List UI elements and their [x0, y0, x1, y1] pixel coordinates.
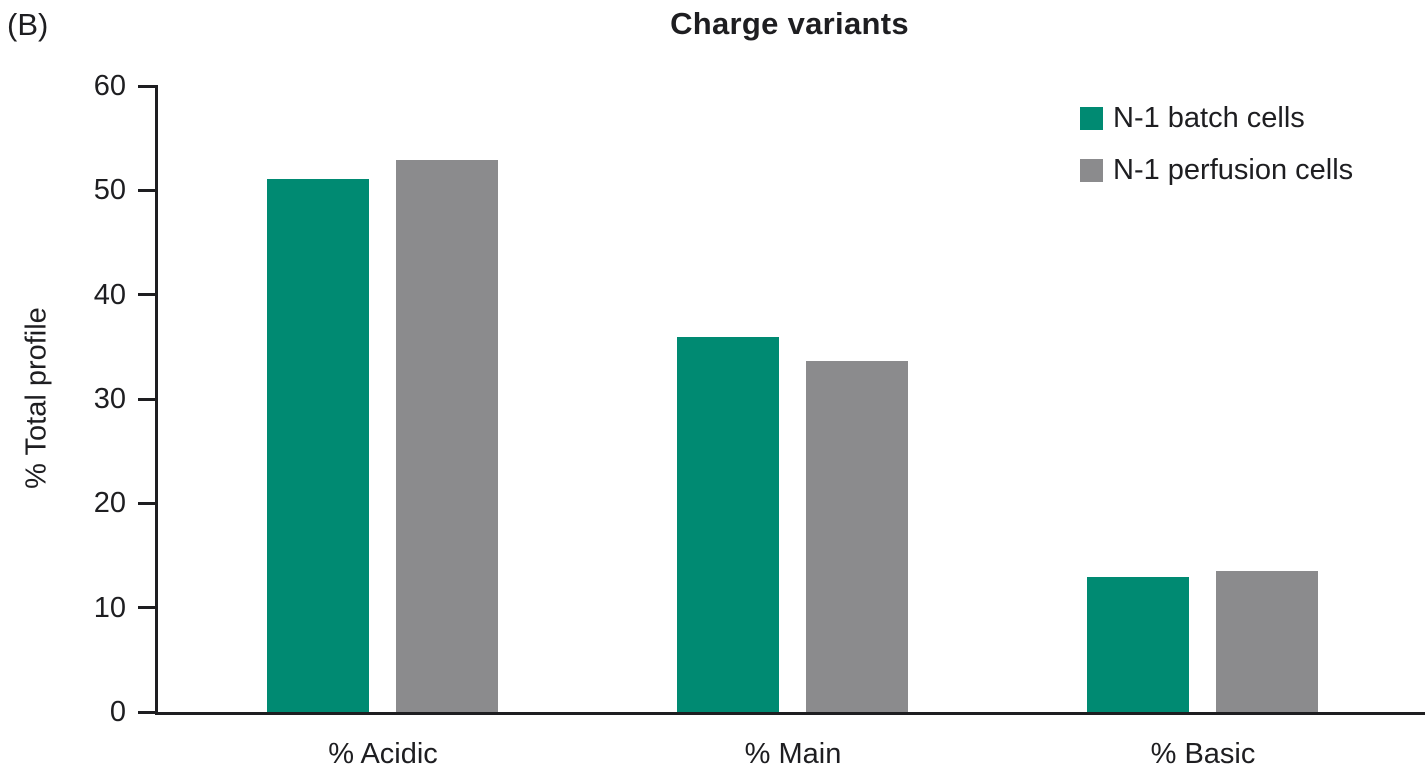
y-axis-tick-label: 10 — [93, 591, 126, 624]
bar-batch-acidic — [267, 178, 369, 712]
y-axis-tick — [138, 188, 158, 192]
chart-title: Charge variants — [670, 6, 909, 41]
y-axis-tick-label: 30 — [93, 383, 126, 415]
legend-label: N-1 perfusion cells — [1113, 154, 1354, 186]
bar-perfusion-main — [806, 361, 908, 712]
y-axis-tick-label: 50 — [93, 174, 126, 207]
bar-perfusion-basic — [1216, 571, 1318, 712]
x-axis-category-label: % Main — [744, 738, 842, 770]
y-axis-tick — [138, 397, 158, 401]
y-axis-tick — [138, 606, 158, 610]
y-axis-tick-label: 0 — [109, 696, 126, 728]
panel-label: (B) — [7, 7, 49, 42]
y-axis-tick — [138, 501, 158, 505]
legend: N-1 batch cells N-1 perfusion cells — [1080, 103, 1353, 207]
legend-item: N-1 batch cells — [1080, 103, 1353, 134]
y-axis-tick — [138, 710, 158, 714]
x-axis-category-label: % Basic — [1150, 738, 1256, 770]
legend-swatch-icon — [1080, 159, 1103, 182]
bar-batch-basic — [1087, 577, 1189, 712]
bar-perfusion-acidic — [396, 160, 498, 712]
y-axis-tick-label: 60 — [93, 70, 126, 102]
bar-batch-main — [677, 337, 779, 712]
legend-swatch-icon — [1080, 107, 1103, 130]
y-axis-tick — [138, 84, 158, 88]
plot-area: 0 10 20 30 40 50 60 — [94, 70, 1425, 728]
y-axis-tick-label: 20 — [93, 487, 126, 520]
legend-label: N-1 batch cells — [1113, 102, 1305, 134]
y-axis-tick-label: 40 — [93, 278, 126, 311]
y-axis-tick — [138, 293, 158, 297]
x-axis-category-label: % Acidic — [328, 738, 438, 770]
legend-item: N-1 perfusion cells — [1080, 155, 1353, 186]
